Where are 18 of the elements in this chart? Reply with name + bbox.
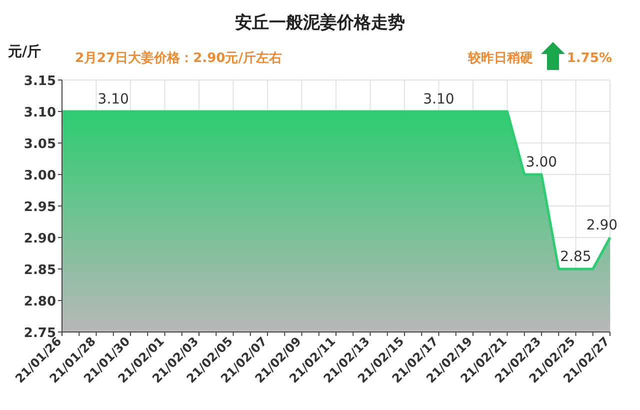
y-tick-label: 3.05: [24, 137, 56, 152]
y-tick-label: 2.90: [24, 232, 56, 246]
y-axis-title: 元/斤: [7, 43, 42, 60]
text: 2月27日大姜价格：2.90元/斤左右: [75, 50, 282, 66]
data-label: 3.00: [526, 154, 558, 170]
data-label: 3.10: [423, 92, 454, 108]
y-tick-label: 3.15: [24, 74, 56, 89]
y-tick-label: 2.85: [24, 263, 56, 278]
data-label: 2.85: [560, 249, 592, 265]
data-label: 3.10: [98, 92, 129, 108]
chart-title: 安丘一般泥姜价格走势: [235, 12, 405, 33]
y-tick-label: 2.95: [24, 200, 56, 215]
text: 较昨日稍硬: [467, 50, 533, 66]
y-tick-label: 3.00: [24, 168, 56, 184]
y-tick-label: 2.80: [24, 294, 56, 310]
data-label: 2.90: [586, 218, 618, 234]
text: 1.75%: [566, 51, 612, 66]
y-tick-label: 3.10: [24, 106, 56, 120]
